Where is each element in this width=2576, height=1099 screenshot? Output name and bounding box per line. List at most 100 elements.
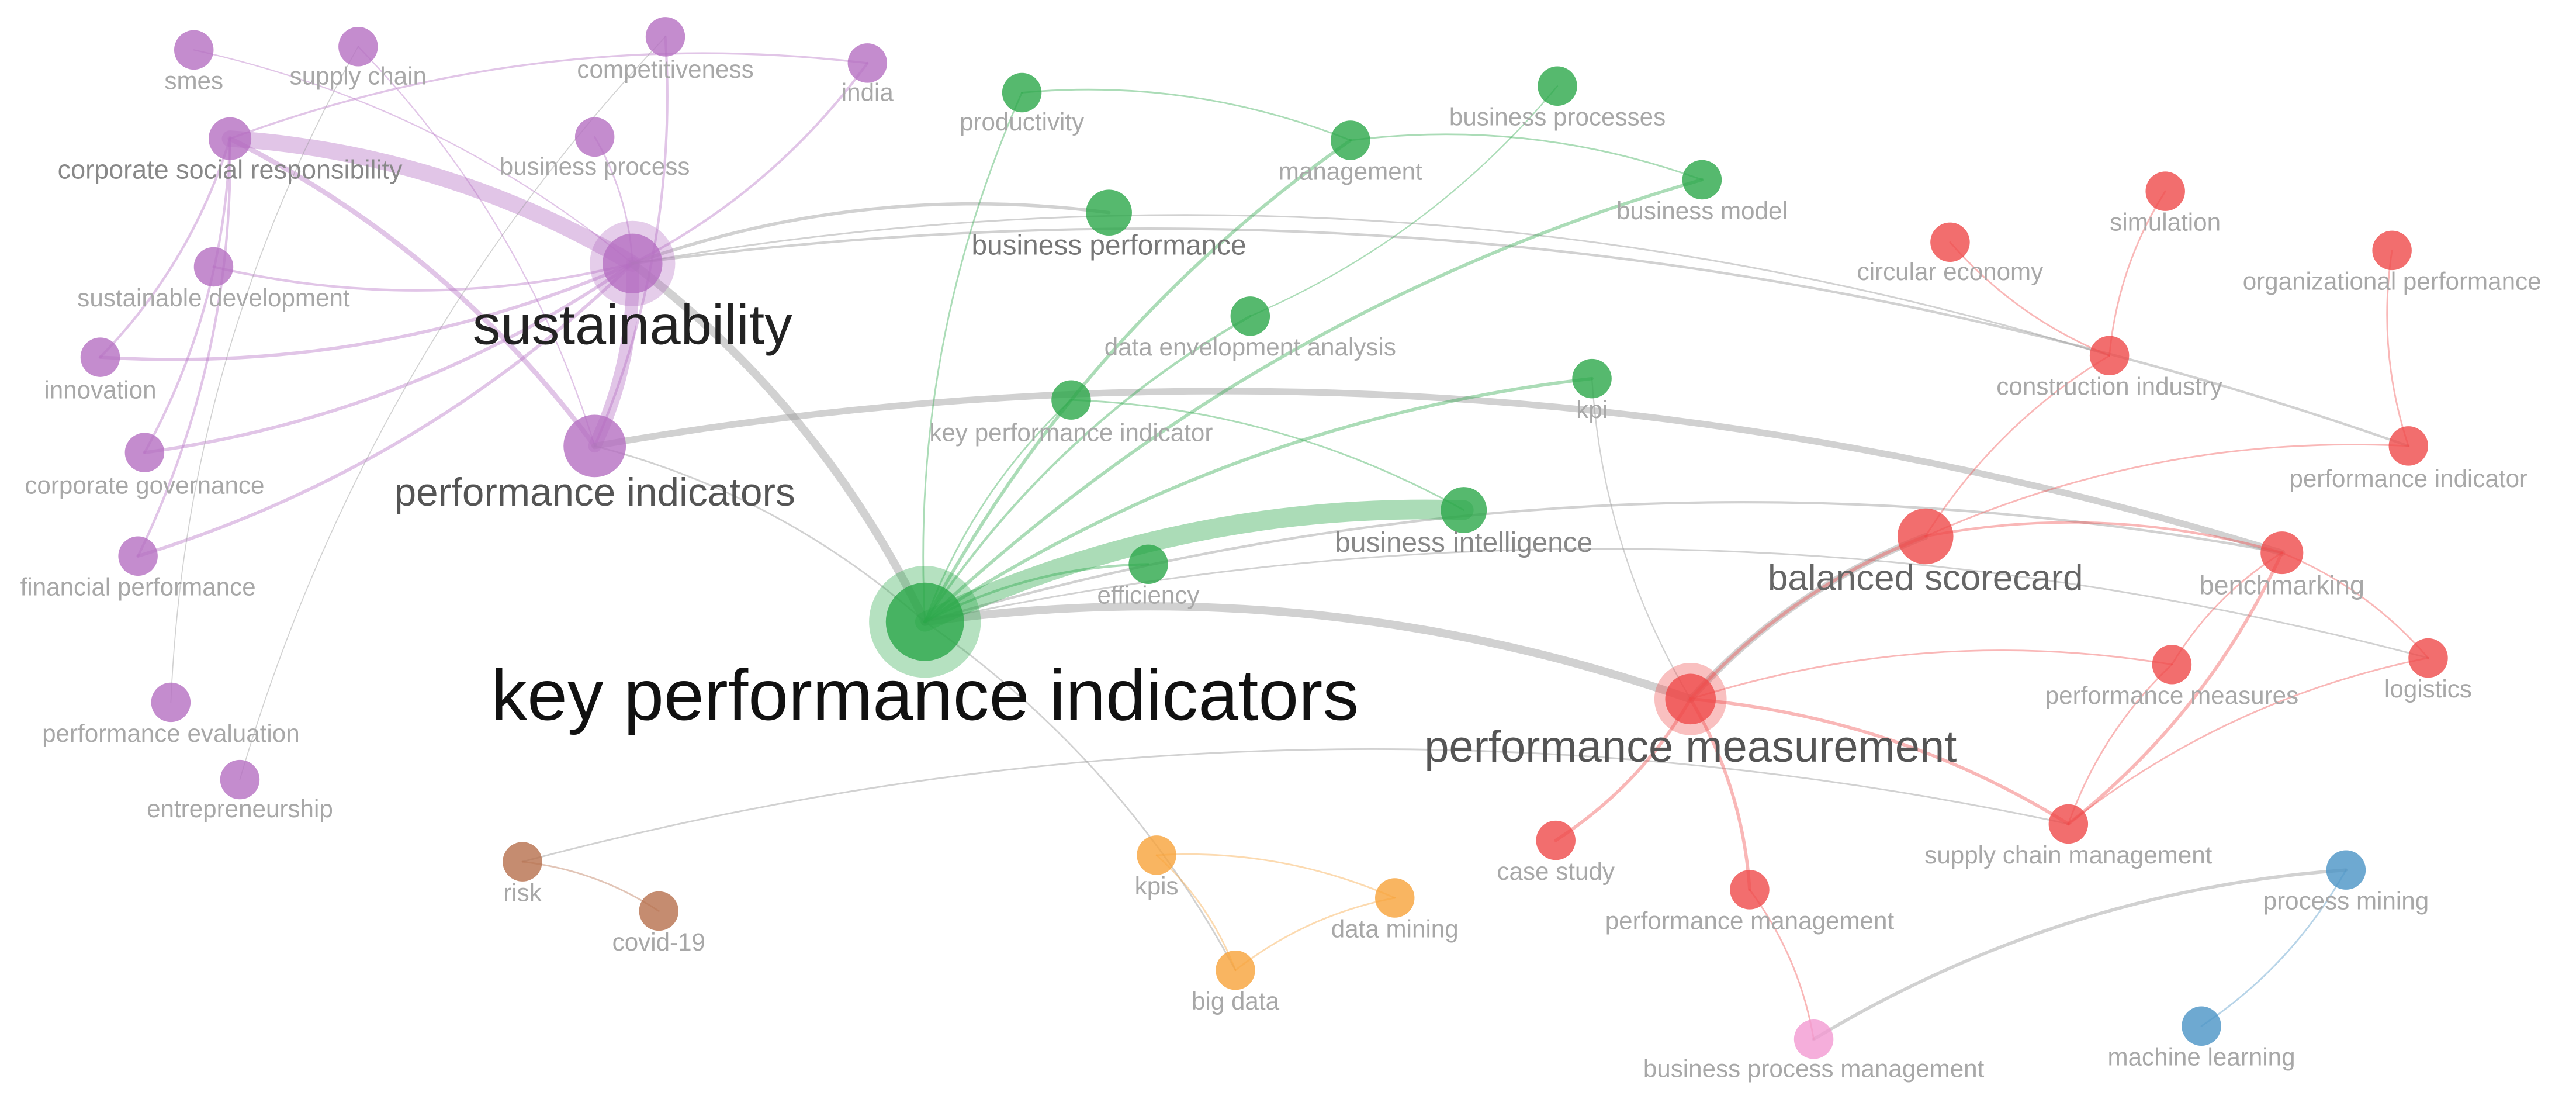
edge <box>631 227 2410 448</box>
edge <box>136 262 635 558</box>
node <box>1216 950 1255 990</box>
node-label: financial performance <box>20 573 256 601</box>
node-label: circular economy <box>1857 258 2044 285</box>
edge <box>143 262 635 454</box>
edge <box>631 61 869 265</box>
node-label: covid-19 <box>612 928 705 956</box>
node <box>118 536 158 576</box>
node <box>574 117 615 157</box>
node-label: performance measures <box>2045 682 2298 709</box>
node <box>2048 804 2089 844</box>
edge <box>98 262 635 361</box>
node <box>1682 160 1722 200</box>
edge <box>1688 697 2071 826</box>
edge <box>1021 88 1352 141</box>
node <box>193 247 234 287</box>
edge <box>2386 249 2409 447</box>
edge <box>923 139 1352 624</box>
edge <box>212 262 634 292</box>
node <box>124 433 165 472</box>
node-label: key performance indicators <box>491 655 1359 735</box>
edge <box>2067 663 2173 825</box>
node <box>645 17 685 57</box>
edge <box>2200 869 2347 1027</box>
node-label: kpis <box>1135 872 1179 900</box>
edge <box>631 214 2111 357</box>
node <box>209 117 252 160</box>
node <box>1441 487 1487 533</box>
node-label: performance evaluation <box>42 720 300 747</box>
edge <box>1924 354 2111 537</box>
node <box>1137 835 1176 875</box>
edge <box>521 860 660 912</box>
node <box>338 27 378 67</box>
node <box>1086 189 1132 236</box>
node-label: risk <box>503 879 542 906</box>
nodes <box>80 17 2448 1059</box>
edge <box>2067 657 2429 825</box>
node <box>2260 531 2304 575</box>
node-label: case study <box>1497 858 1615 885</box>
node <box>2388 426 2428 466</box>
node <box>1930 222 1970 262</box>
edge <box>1155 853 1396 899</box>
edge <box>2171 552 2283 666</box>
node <box>151 682 191 723</box>
edge <box>1812 868 2348 1041</box>
node-label: key performance indicator <box>929 419 1213 446</box>
node <box>2152 645 2192 685</box>
node <box>1051 380 1091 420</box>
edge <box>143 137 231 454</box>
edge <box>1234 897 1396 972</box>
edge <box>923 376 1594 624</box>
node-label: business model <box>1616 197 1788 224</box>
edge <box>1749 889 1815 1041</box>
node <box>1538 66 1577 106</box>
node-label: productivity <box>960 108 1084 136</box>
node <box>639 891 679 931</box>
edge <box>1924 444 2409 537</box>
node-label: data mining <box>1331 915 1459 942</box>
edge <box>227 136 597 449</box>
node-label: performance measurement <box>1424 722 1957 772</box>
node <box>1230 296 1270 336</box>
node-label: sustainable development <box>77 284 350 312</box>
node-label: management <box>1279 157 1422 185</box>
edge <box>1349 133 1703 181</box>
edge <box>1688 534 1927 701</box>
node <box>1793 1019 1834 1059</box>
node <box>603 233 663 294</box>
node-label: corporate governance <box>25 471 264 499</box>
node-label: performance management <box>1605 907 1895 934</box>
edge <box>923 178 1704 624</box>
edge <box>193 49 633 264</box>
node <box>885 582 964 661</box>
node <box>1536 820 1576 860</box>
edge <box>915 499 1474 632</box>
node-label: business processes <box>1449 103 1666 131</box>
edge <box>1554 697 1692 842</box>
node-label: process mining <box>2263 887 2429 915</box>
node <box>2145 171 2185 211</box>
node <box>2326 850 2366 890</box>
edge <box>221 130 641 272</box>
node-label: simulation <box>2110 209 2221 236</box>
node <box>1331 120 1370 160</box>
edge <box>1591 378 1691 700</box>
edge <box>2108 190 2166 357</box>
node-label: efficiency <box>1097 582 1200 609</box>
node-label: organizational performance <box>2243 268 2542 295</box>
edge <box>1687 533 1929 703</box>
edge <box>357 46 595 447</box>
edge <box>521 748 2069 863</box>
node-label: business intelligence <box>1335 527 1592 558</box>
node-label: india <box>842 78 894 106</box>
edge <box>2066 551 2284 826</box>
node <box>1002 72 1042 113</box>
node-label: competitiveness <box>577 56 753 83</box>
edge <box>628 259 929 626</box>
edge <box>923 315 1252 623</box>
node <box>1897 508 1954 565</box>
edges <box>98 35 2429 1041</box>
